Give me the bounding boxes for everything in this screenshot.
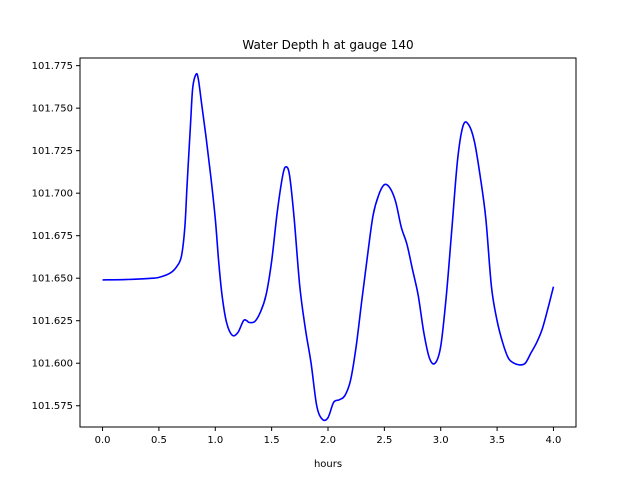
x-axis-label: hours — [314, 459, 342, 470]
y-tick-label: 101.625 — [32, 316, 73, 327]
x-tick-label: 1.5 — [264, 435, 280, 446]
x-tick-label: 3.5 — [489, 435, 505, 446]
y-tick-label: 101.750 — [32, 104, 73, 115]
y-tick-label: 101.725 — [32, 146, 73, 157]
x-tick-label: 0.0 — [95, 435, 111, 446]
chart-title: Water Depth h at gauge 140 — [242, 38, 413, 52]
y-tick-label: 101.700 — [32, 189, 73, 200]
x-tick-label: 1.0 — [207, 435, 223, 446]
x-tick-label: 2.5 — [376, 435, 392, 446]
y-tick-label: 101.650 — [32, 274, 73, 285]
y-tick-label: 101.775 — [32, 61, 73, 72]
x-tick-label: 2.0 — [320, 435, 336, 446]
x-tick-label: 4.0 — [546, 435, 562, 446]
x-axis-ticks: 0.0 0.5 1.0 1.5 2.0 2.5 3.0 3.5 4.0 — [95, 427, 562, 446]
y-tick-label: 101.575 — [32, 401, 73, 412]
y-tick-label: 101.675 — [32, 231, 73, 242]
y-axis-ticks: 101.575 101.600 101.625 101.650 101.675 101.7… — [32, 61, 80, 412]
x-tick-label: 3.0 — [433, 435, 449, 446]
x-tick-label: 0.5 — [151, 435, 167, 446]
series-line — [102, 72, 555, 422]
y-tick-label: 101.600 — [32, 359, 73, 370]
